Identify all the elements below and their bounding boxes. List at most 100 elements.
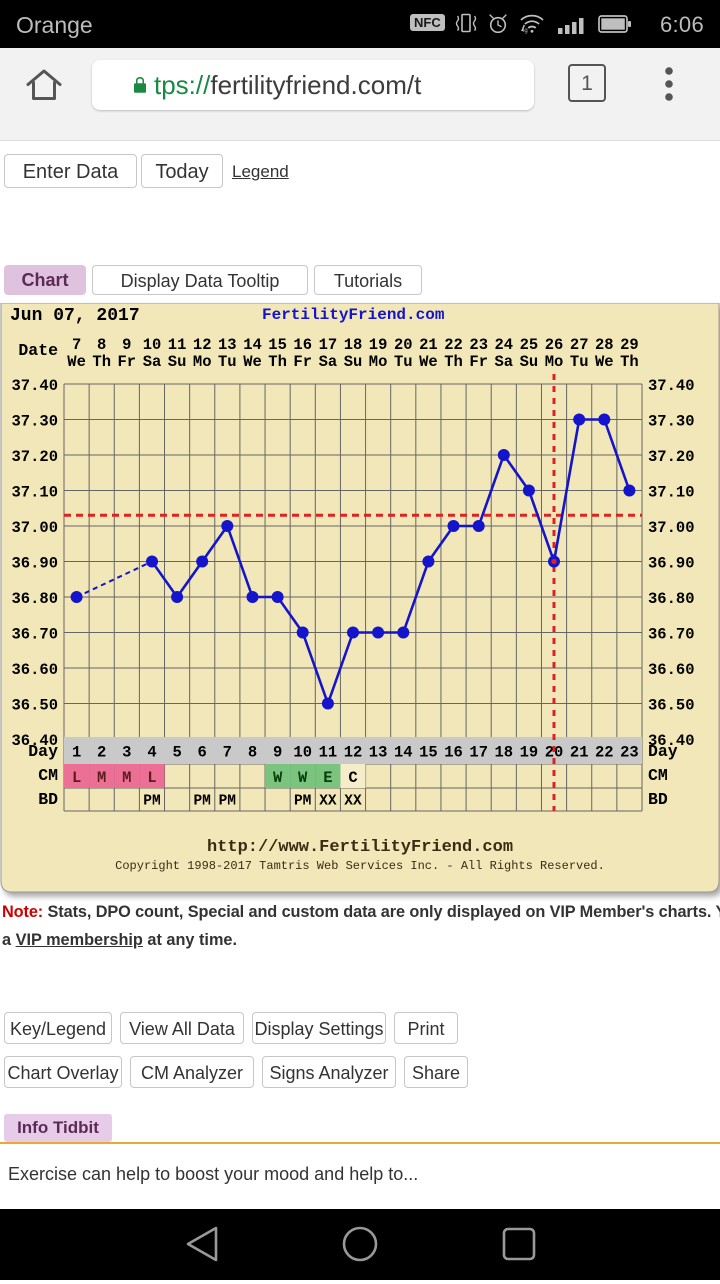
svg-text:1: 1 bbox=[72, 744, 81, 762]
svg-text:10: 10 bbox=[293, 744, 312, 762]
svg-text:17: 17 bbox=[319, 336, 338, 354]
svg-text:Th: Th bbox=[268, 353, 287, 371]
svg-text:L: L bbox=[147, 769, 156, 787]
svg-text:36.70: 36.70 bbox=[648, 626, 695, 644]
svg-text:37.40: 37.40 bbox=[648, 377, 695, 395]
svg-text:11: 11 bbox=[319, 744, 338, 762]
svg-text:Th: Th bbox=[620, 353, 639, 371]
svg-text:W: W bbox=[298, 769, 308, 787]
svg-text:15: 15 bbox=[419, 744, 438, 762]
svg-text:8: 8 bbox=[97, 336, 106, 354]
svg-text:Sa: Sa bbox=[494, 353, 513, 371]
svg-text:Date: Date bbox=[18, 341, 58, 360]
svg-text:19: 19 bbox=[369, 336, 388, 354]
svg-text:36.90: 36.90 bbox=[11, 555, 58, 573]
svg-text:26: 26 bbox=[545, 336, 564, 354]
svg-text:18: 18 bbox=[344, 336, 363, 354]
svg-text:17: 17 bbox=[469, 744, 488, 762]
svg-text:3: 3 bbox=[122, 744, 131, 762]
svg-text:23: 23 bbox=[469, 336, 488, 354]
svg-text:CM: CM bbox=[648, 766, 668, 785]
svg-text:BD: BD bbox=[38, 790, 58, 809]
svg-text:4: 4 bbox=[147, 744, 156, 762]
svg-text:22: 22 bbox=[444, 336, 463, 354]
svg-text:15: 15 bbox=[268, 336, 287, 354]
svg-text:XX: XX bbox=[344, 794, 362, 810]
svg-text:CM: CM bbox=[38, 766, 58, 785]
svg-text:BD: BD bbox=[648, 790, 668, 809]
svg-text:13: 13 bbox=[218, 336, 237, 354]
svg-text:5: 5 bbox=[172, 744, 181, 762]
svg-text:C: C bbox=[348, 769, 357, 787]
svg-text:12: 12 bbox=[193, 336, 212, 354]
svg-text:9: 9 bbox=[122, 336, 131, 354]
svg-text:36.50: 36.50 bbox=[11, 697, 58, 715]
svg-text:We: We bbox=[595, 353, 614, 371]
svg-text:36.80: 36.80 bbox=[11, 590, 58, 608]
svg-text:Day: Day bbox=[28, 742, 58, 761]
svg-text:E: E bbox=[323, 769, 332, 787]
svg-text:PM: PM bbox=[294, 794, 311, 810]
svg-text:16: 16 bbox=[293, 336, 312, 354]
svg-text:14: 14 bbox=[243, 336, 262, 354]
svg-text:24: 24 bbox=[494, 336, 513, 354]
svg-text:37.30: 37.30 bbox=[648, 413, 695, 431]
svg-text:PM: PM bbox=[193, 794, 210, 810]
svg-text:M: M bbox=[97, 769, 106, 787]
svg-text:PM: PM bbox=[219, 794, 236, 810]
svg-text:10: 10 bbox=[143, 336, 162, 354]
svg-text:We: We bbox=[67, 353, 86, 371]
svg-text:Copyright 1998-2017 Tamtris We: Copyright 1998-2017 Tamtris Web Services… bbox=[115, 859, 605, 873]
svg-text:FertilityFriend.com: FertilityFriend.com bbox=[262, 306, 445, 324]
svg-text:Sa: Sa bbox=[319, 353, 338, 371]
svg-text:14: 14 bbox=[394, 744, 413, 762]
svg-text:37.00: 37.00 bbox=[11, 519, 58, 537]
svg-text:25: 25 bbox=[520, 336, 539, 354]
svg-text:Th: Th bbox=[444, 353, 463, 371]
svg-text:2: 2 bbox=[97, 744, 106, 762]
svg-text:37.30: 37.30 bbox=[11, 413, 58, 431]
svg-text:http://www.FertilityFriend.com: http://www.FertilityFriend.com bbox=[207, 838, 513, 857]
svg-text:Day: Day bbox=[648, 742, 678, 761]
svg-text:Su: Su bbox=[344, 353, 363, 371]
svg-text:We: We bbox=[243, 353, 262, 371]
svg-text:We: We bbox=[419, 353, 438, 371]
svg-text:36.60: 36.60 bbox=[648, 661, 695, 679]
svg-text:Su: Su bbox=[168, 353, 187, 371]
svg-text:37.40: 37.40 bbox=[11, 377, 58, 395]
svg-text:13: 13 bbox=[369, 744, 388, 762]
svg-text:4g: 4g bbox=[521, 28, 528, 34]
svg-text:18: 18 bbox=[494, 744, 513, 762]
svg-text:22: 22 bbox=[595, 744, 614, 762]
svg-text:21: 21 bbox=[419, 336, 438, 354]
svg-text:19: 19 bbox=[520, 744, 539, 762]
svg-text:M: M bbox=[122, 769, 131, 787]
svg-text:PM: PM bbox=[143, 794, 160, 810]
svg-text:9: 9 bbox=[273, 744, 282, 762]
svg-text:21: 21 bbox=[570, 744, 589, 762]
svg-text:Tu: Tu bbox=[570, 353, 589, 371]
svg-text:20: 20 bbox=[394, 336, 413, 354]
svg-text:36.60: 36.60 bbox=[11, 661, 58, 679]
svg-text:36.70: 36.70 bbox=[11, 626, 58, 644]
svg-text:36.90: 36.90 bbox=[648, 555, 695, 573]
svg-text:Fr: Fr bbox=[469, 353, 488, 371]
svg-text:7: 7 bbox=[223, 744, 232, 762]
svg-text:11: 11 bbox=[168, 336, 187, 354]
svg-text:L: L bbox=[72, 769, 81, 787]
svg-text:Jun 07, 2017: Jun 07, 2017 bbox=[10, 306, 140, 326]
svg-text:36.50: 36.50 bbox=[648, 697, 695, 715]
svg-text:Th: Th bbox=[92, 353, 111, 371]
svg-text:36.80: 36.80 bbox=[648, 590, 695, 608]
svg-text:37.10: 37.10 bbox=[11, 484, 58, 502]
svg-text:Mo: Mo bbox=[545, 353, 564, 371]
svg-text:7: 7 bbox=[72, 336, 81, 354]
svg-text:Mo: Mo bbox=[193, 353, 212, 371]
svg-text:37.10: 37.10 bbox=[648, 484, 695, 502]
svg-text:W: W bbox=[273, 769, 283, 787]
svg-text:Tu: Tu bbox=[218, 353, 237, 371]
svg-text:8: 8 bbox=[248, 744, 257, 762]
svg-text:29: 29 bbox=[620, 336, 639, 354]
svg-text:Tu: Tu bbox=[394, 353, 413, 371]
svg-text:6: 6 bbox=[198, 744, 207, 762]
